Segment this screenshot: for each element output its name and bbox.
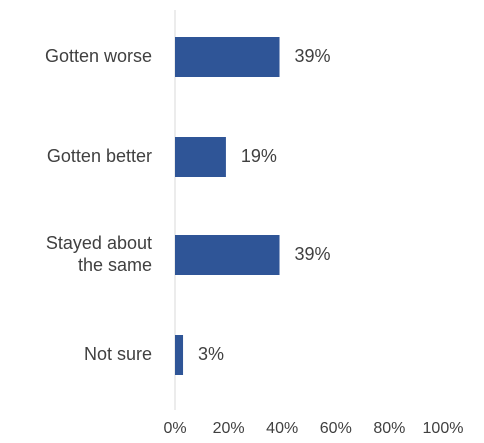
bar xyxy=(175,137,226,177)
bar xyxy=(175,37,280,77)
data-label: 39% xyxy=(295,244,331,264)
x-tick-label: 40% xyxy=(266,420,298,437)
x-tick-label: 60% xyxy=(320,420,352,437)
x-tick-label: 20% xyxy=(213,420,245,437)
category-label: Gotten better xyxy=(47,146,152,166)
bar xyxy=(175,335,184,375)
category-label: the same xyxy=(78,255,152,275)
data-label: 19% xyxy=(241,146,277,166)
bar xyxy=(175,235,280,275)
x-tick-label: 80% xyxy=(373,420,405,437)
data-label: 39% xyxy=(295,46,331,66)
category-label: Stayed about xyxy=(46,233,152,253)
x-tick-label: 100% xyxy=(423,420,464,437)
data-label: 3% xyxy=(198,344,224,364)
category-label: Not sure xyxy=(84,344,152,364)
category-label: Gotten worse xyxy=(45,46,152,66)
x-tick-label: 0% xyxy=(163,420,186,437)
